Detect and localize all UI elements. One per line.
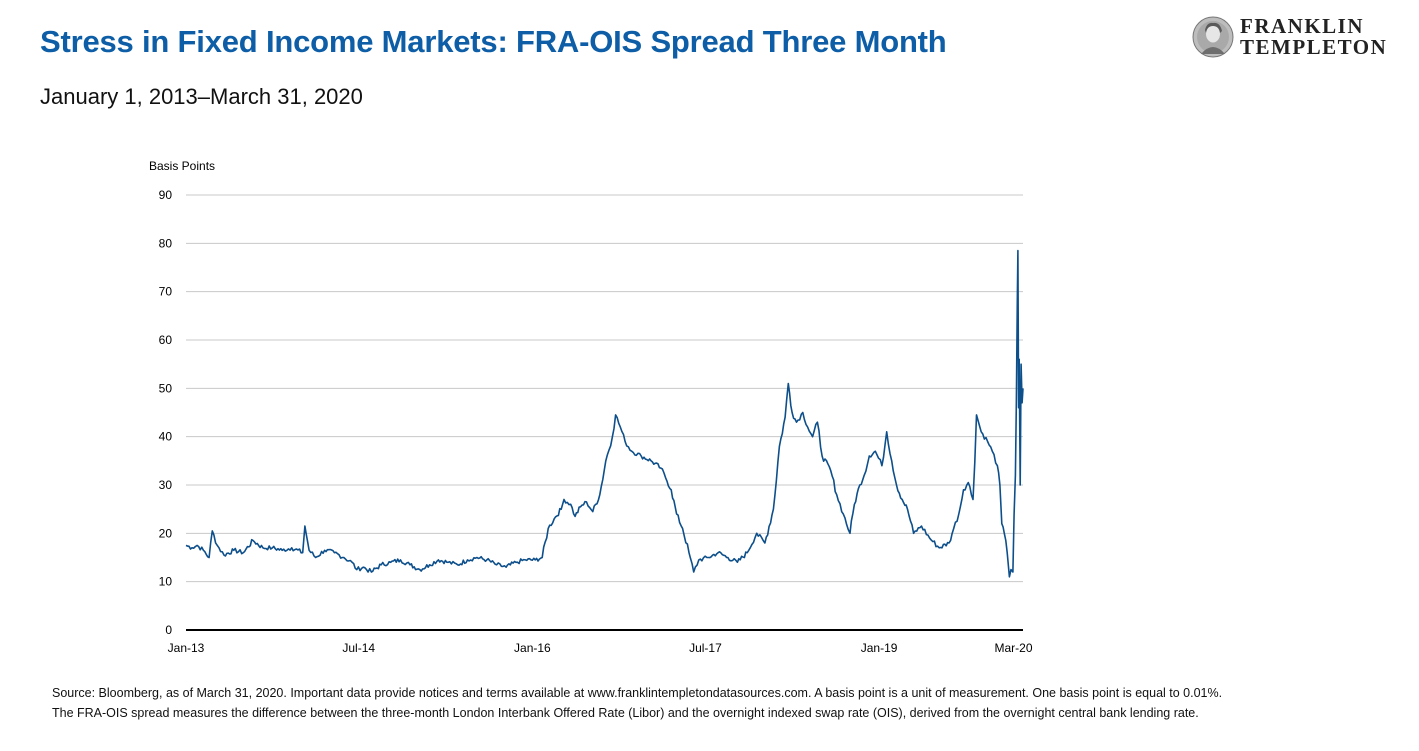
x-tick-label: Jul-14 [342,641,375,655]
x-axis-ticks: Jan-13 Jul-14 Jan-16 Jul-17 Jan-19 Mar-20 [168,641,1033,655]
y-tick-label: 20 [159,526,173,540]
y-tick-label: 90 [159,188,173,202]
y-axis-label: Basis Points [149,159,215,173]
y-axis-ticks: 0 10 20 30 40 50 60 70 80 90 [159,188,173,637]
series-line [185,249,1024,578]
x-tick-label: Mar-20 [995,641,1033,655]
x-tick-label: Jul-17 [689,641,722,655]
y-tick-label: 10 [159,575,173,589]
y-tick-label: 30 [159,478,173,492]
y-tick-label: 50 [159,381,173,395]
y-tick-label: 70 [159,285,173,299]
y-tick-label: 80 [159,236,173,250]
benjamin-franklin-seal-icon [1192,16,1234,58]
chart-title: Stress in Fixed Income Markets: FRA-OIS … [40,24,947,59]
logo-text-line2: TEMPLETON [1240,35,1388,59]
y-tick-label: 40 [159,430,173,444]
chart-subtitle: January 1, 2013–March 31, 2020 [40,84,363,109]
source-note: Source: Bloomberg, as of March 31, 2020.… [52,686,1223,720]
x-tick-label: Jan-19 [861,641,898,655]
logo-text-line1: FRANKLIN [1240,14,1365,38]
x-tick-label: Jan-16 [514,641,551,655]
gridlines [186,194,1023,583]
x-tick-label: Jan-13 [168,641,205,655]
y-tick-label: 60 [159,333,173,347]
franklin-templeton-logo: FRANKLIN TEMPLETON [1192,14,1397,60]
y-tick-label: 0 [165,623,172,637]
